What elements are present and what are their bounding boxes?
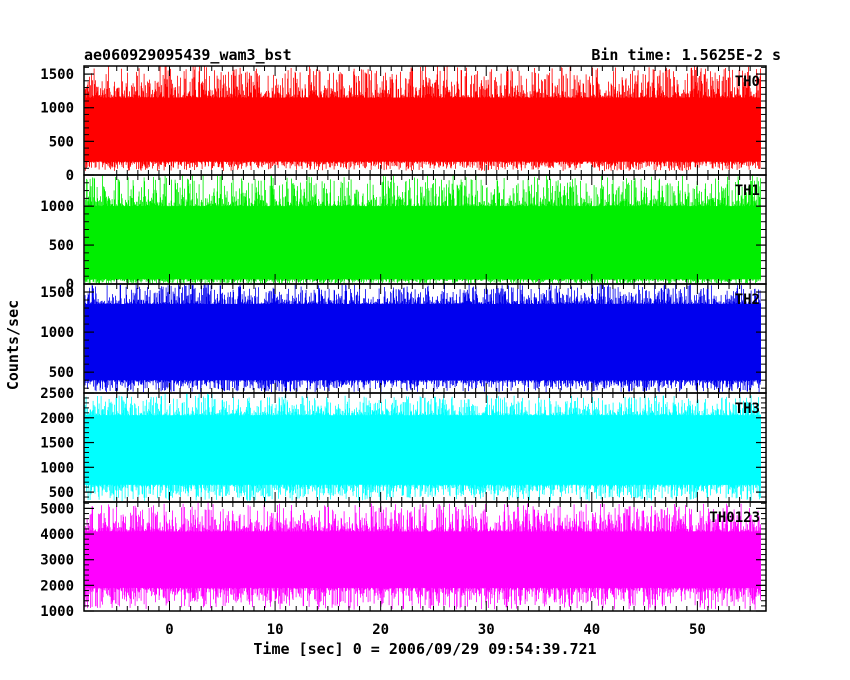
panel-label: TH0 (735, 74, 760, 90)
panel-th0: TH0 0 500 1000 1500 (40, 65, 767, 184)
y-tick-label: 4000 (40, 527, 74, 543)
panel-label: TH3 (735, 401, 760, 417)
y-axis-label: Counts/sec (4, 300, 22, 390)
y-tick-label: 2500 (40, 386, 74, 402)
panel-th1: TH1 0 500 1000 (40, 174, 767, 293)
series-band-th2 (85, 314, 761, 371)
x-tick-label: 0 (165, 622, 173, 638)
y-tick-label: 1000 (40, 325, 74, 341)
series-band-th1 (85, 215, 761, 270)
y-tick-label: 500 (49, 485, 74, 501)
y-tick-label: 1500 (40, 285, 74, 301)
panel-label: TH0123 (709, 510, 760, 526)
chart-title: ae060929095439_wam3_bst (84, 46, 292, 64)
y-tick-label: 1000 (40, 604, 74, 620)
y-tick-label: 0 (66, 277, 74, 293)
x-tick-label: 20 (372, 622, 389, 638)
series-band-th3 (85, 425, 761, 477)
y-tick-label: 500 (49, 365, 74, 381)
series-band-th0123 (85, 539, 761, 581)
x-tick-label: 30 (478, 622, 495, 638)
y-tick-label: 500 (49, 134, 74, 150)
panel-frame (83, 501, 767, 612)
y-tick-label: 1000 (40, 199, 74, 215)
panels: TH0050010001500TH105001000TH250010001500… (40, 65, 767, 638)
y-tick-label: 2000 (40, 411, 74, 427)
panel-label: TH1 (735, 183, 760, 199)
y-tick-label: 5000 (40, 501, 74, 517)
x-tick-label: 10 (267, 622, 284, 638)
x-axis-label: Time [sec] 0 = 2006/09/29 09:54:39.721 (253, 640, 596, 658)
chart-subtitle: Bin time: 1.5625E-2 s (591, 46, 781, 64)
y-tick-label: 3000 (40, 553, 74, 569)
y-tick-label: 1500 (40, 436, 74, 452)
panel-th0123: TH0123 1000 2000 3000 4000 5000 (40, 501, 767, 620)
x-tick-label: 40 (583, 622, 600, 638)
y-tick-label: 1500 (40, 67, 74, 83)
y-tick-label: 2000 (40, 578, 74, 594)
y-tick-label: 500 (49, 238, 74, 254)
y-tick-label: 1000 (40, 460, 74, 476)
x-tick-label: 50 (689, 622, 706, 638)
panel-label: TH2 (735, 292, 760, 308)
panel-th2: TH2 500 1000 1500 (40, 283, 767, 394)
series-band-th0 (85, 106, 761, 153)
panel-th3: TH3 500 1000 1500 2000 2500 (40, 386, 767, 503)
y-tick-label: 0 (66, 168, 74, 184)
y-tick-label: 1000 (40, 101, 74, 117)
